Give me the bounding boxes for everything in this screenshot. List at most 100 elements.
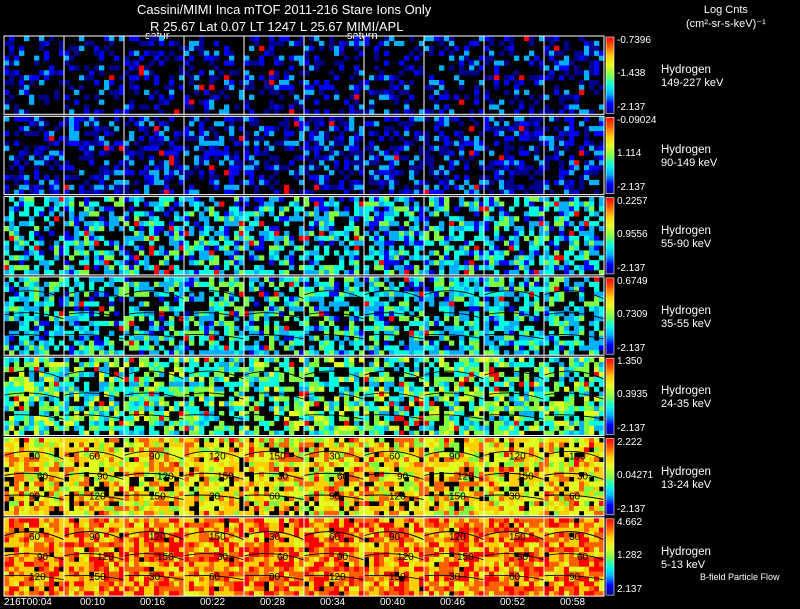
heat-cell (349, 357, 355, 363)
heat-cell (159, 411, 165, 417)
heat-cell (209, 396, 215, 402)
heat-cell (514, 196, 520, 202)
heat-cell (269, 126, 275, 132)
heat-cell (314, 250, 320, 256)
heat-cell (34, 391, 40, 397)
heat-cell (459, 291, 465, 297)
heat-cell (134, 211, 140, 217)
heat-cell (154, 401, 160, 407)
heat-cell (594, 235, 600, 241)
heat-cell (594, 291, 600, 297)
heat-cell (249, 362, 255, 368)
heat-cell (169, 320, 175, 327)
heat-cell (324, 270, 330, 276)
heat-cell (279, 211, 285, 217)
heat-cell (109, 330, 115, 336)
heat-cell (239, 135, 245, 142)
heat-cell (69, 109, 75, 115)
heat-cell (314, 196, 320, 202)
heat-cell (44, 296, 50, 302)
heat-cell (89, 350, 95, 356)
heat-cell (4, 401, 10, 407)
heat-cell (484, 121, 490, 127)
heat-cell (349, 325, 355, 331)
heat-cell (129, 75, 135, 81)
heat-cell (504, 301, 510, 307)
heat-cell (69, 206, 75, 212)
heat-cell (204, 396, 210, 402)
heat-cell (524, 296, 530, 302)
heat-cell (169, 84, 175, 91)
heat-cell (594, 250, 600, 256)
heat-cell (94, 335, 100, 341)
heat-cell (229, 350, 235, 356)
heat-cell (34, 116, 40, 122)
heat-cell (514, 80, 520, 86)
heat-cell (269, 345, 275, 351)
heat-cell (384, 230, 390, 237)
heat-cell (374, 75, 380, 81)
heat-cell (299, 255, 305, 261)
heat-cell (444, 184, 450, 190)
heat-cell (189, 40, 195, 47)
heat-cell (544, 155, 550, 161)
heat-cell (89, 175, 95, 181)
heat-cell (434, 260, 440, 266)
heat-cell (39, 36, 45, 42)
heat-cell (219, 430, 225, 436)
heat-cell (359, 184, 365, 190)
heat-cell (469, 265, 475, 271)
heat-cell (514, 94, 520, 100)
heat-cell (359, 371, 365, 378)
heat-cell (319, 196, 325, 202)
heat-cell (69, 126, 75, 132)
heat-cell (14, 330, 20, 336)
column-frame (543, 35, 605, 115)
heat-cell (109, 350, 115, 356)
heat-cell (229, 211, 235, 217)
heat-cell (454, 116, 460, 122)
heat-cell (594, 189, 600, 195)
heat-cell (479, 145, 485, 151)
heat-cell (249, 179, 255, 186)
heat-cell (169, 240, 175, 246)
heat-cell (74, 126, 80, 132)
heat-cell (79, 211, 85, 217)
heat-cell (234, 201, 240, 207)
heat-cell (419, 40, 425, 47)
heat-cell (14, 109, 20, 115)
heat-cell (19, 116, 25, 122)
heat-cell (354, 306, 360, 312)
heat-cell (169, 175, 175, 181)
heat-cell (204, 311, 210, 317)
heat-cell (164, 320, 170, 327)
heat-cell (439, 291, 445, 297)
heat-cell (549, 36, 555, 42)
heat-cell (529, 165, 535, 171)
heat-cell (224, 362, 230, 368)
heat-cell (19, 406, 25, 412)
heat-cell (44, 201, 50, 207)
heat-cell (254, 196, 260, 202)
heat-cell (269, 165, 275, 171)
heat-cell (119, 245, 125, 251)
heat-cell (89, 226, 95, 232)
heat-cell (369, 109, 375, 115)
heat-cell (139, 286, 145, 292)
heat-cell (164, 165, 170, 171)
heat-cell (199, 340, 205, 346)
heat-cell (189, 386, 195, 392)
heat-cell (514, 265, 520, 271)
heat-cell (169, 235, 175, 241)
heat-cell (179, 84, 185, 91)
heat-cell (504, 135, 510, 142)
heat-cell (9, 357, 15, 363)
heat-cell (289, 250, 295, 256)
heat-cell (549, 296, 555, 302)
heat-cell (14, 376, 20, 382)
heat-cell (569, 221, 575, 227)
heat-cell (89, 396, 95, 402)
heat-cell (194, 391, 200, 397)
heat-cell (124, 170, 130, 176)
heat-cell (319, 296, 325, 302)
